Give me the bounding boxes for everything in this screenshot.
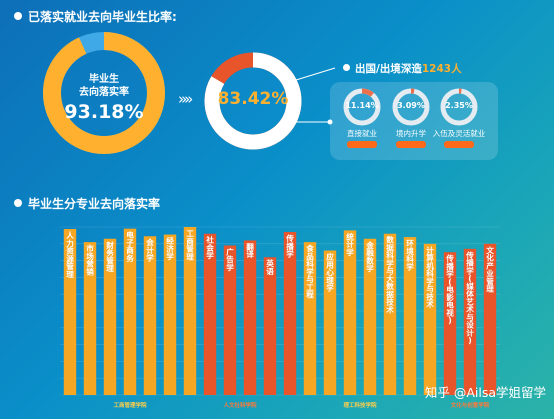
- small-donut: [343, 88, 381, 126]
- bar-category-label: 电子商务: [126, 230, 134, 263]
- bar: [463, 248, 477, 395]
- connector-line-top: [295, 67, 336, 81]
- connector-dot: [327, 119, 333, 125]
- bar-category-label: 人力资源管理: [65, 230, 74, 279]
- bar: [443, 252, 457, 395]
- bar: [403, 237, 417, 395]
- bar-category-label: 食品科学与工程: [306, 243, 314, 300]
- bar-category-label: 文化产业管理: [486, 245, 494, 294]
- big-donut-text: 毕业生 去向落实率 93.18%: [54, 73, 154, 123]
- bar-category-label: 社会学: [205, 235, 214, 261]
- mid-donut-center: [220, 68, 286, 134]
- bar-category-label: 工商管理: [186, 229, 194, 261]
- small-donut-label: 直接就业: [347, 129, 377, 138]
- group-label: 文化与创意学院: [451, 401, 490, 409]
- bar: [203, 233, 217, 395]
- bar-category-label: 环境科学: [406, 239, 414, 271]
- mid-donut-arc: [204, 52, 302, 150]
- group-label: 人文社科学院: [223, 401, 257, 409]
- section-title-text: 已落实就业去向毕业生比率:: [28, 10, 177, 24]
- bar: [243, 240, 257, 395]
- abroad-title: 出国/出境深造1243人: [343, 61, 462, 76]
- bar: [383, 233, 397, 395]
- big-donut-arc: [43, 32, 165, 154]
- bar: [423, 243, 437, 395]
- bar-category-label: 传播学(媒体艺术与设计): [465, 250, 474, 345]
- bar: [183, 227, 197, 395]
- bar: [103, 238, 117, 395]
- small-donut-sub: [347, 141, 377, 148]
- bar: [163, 234, 177, 395]
- small-donut-panel: [330, 82, 498, 160]
- bar-category-label: 应用心理学: [325, 252, 334, 293]
- bar: [83, 242, 97, 395]
- big-donut-label-1: 毕业生: [89, 74, 119, 85]
- donut-svg: [43, 32, 478, 154]
- bar-category-label: 财务管理: [105, 240, 114, 273]
- bar-section-title-text: 毕业生分专业去向落实率: [28, 197, 161, 211]
- small-donut-value: 11.14%: [345, 101, 379, 110]
- small-donut-arc: [440, 88, 478, 126]
- small-donut-label: 境内升学: [396, 129, 426, 138]
- big-donut-label-2: 去向落实率: [79, 87, 129, 98]
- small-donut-arc: [392, 88, 430, 126]
- bar: [263, 257, 277, 395]
- watermark: 知乎 @Ailsa学姐留学: [424, 385, 546, 400]
- section-title-rate: 已落实就业去向毕业生比率:: [14, 8, 177, 25]
- small-donut-label: 入伍及灵活就业: [432, 129, 486, 138]
- abroad-count: 1243人: [421, 63, 462, 75]
- small-donut-value: 2.35%: [445, 101, 473, 110]
- bullet-icon: [343, 64, 350, 71]
- bar: [363, 238, 377, 395]
- bar: [283, 232, 297, 395]
- section-title-bars: 毕业生分专业去向落实率: [14, 195, 160, 212]
- abroad-title-text: 出国/出境深造: [355, 63, 422, 75]
- small-donut: [392, 88, 430, 126]
- small-donut-value: 3.09%: [397, 101, 425, 110]
- bar: [123, 228, 137, 395]
- big-donut-center: [62, 51, 146, 135]
- arrows-icon: »»: [178, 90, 193, 108]
- bar: [323, 250, 337, 395]
- bar: [223, 245, 237, 395]
- bar: [303, 242, 317, 395]
- bar-category-label: 传播学(电影电视): [445, 253, 454, 325]
- bar-category-label: 经济学: [166, 236, 174, 262]
- group-label: 理工科技学院: [343, 401, 377, 409]
- bar-category-label: 金融数学: [365, 240, 374, 273]
- bar: [343, 230, 357, 395]
- donut-area: 毕业生 去向落实率 93.18% »» 83.42% 出国/出境深造1243人 …: [0, 0, 554, 200]
- bar-category-label: 广告学: [226, 246, 234, 272]
- bar-category-label: 统计学: [346, 231, 354, 257]
- bullet-icon: [14, 199, 22, 207]
- bar-category-label: 会计学: [146, 237, 154, 263]
- small-donut-sub: [396, 141, 426, 148]
- bar-category-label: 翻译: [246, 241, 254, 259]
- bar-category-label: 传播学: [285, 233, 294, 259]
- bar-category-label: 市场营销: [86, 243, 94, 276]
- small-donut: [440, 88, 478, 126]
- bullet-icon: [14, 12, 22, 20]
- bar: [63, 229, 77, 395]
- mid-donut-text: 83.42%: [213, 89, 293, 109]
- mid-donut-value: 83.42%: [217, 89, 289, 109]
- bar: [483, 243, 497, 395]
- bar-category-label: 计算机科学与技术: [426, 245, 434, 309]
- small-donut-sub: [444, 141, 474, 148]
- group-label: 工商管理学院: [113, 401, 147, 409]
- small-donut-arc: [343, 88, 381, 126]
- bar-category-label: 数据科学与大数据技术: [386, 235, 394, 315]
- bar-category-label: 英语: [266, 258, 274, 276]
- bar: [143, 236, 157, 395]
- big-donut-value: 93.18%: [64, 101, 144, 123]
